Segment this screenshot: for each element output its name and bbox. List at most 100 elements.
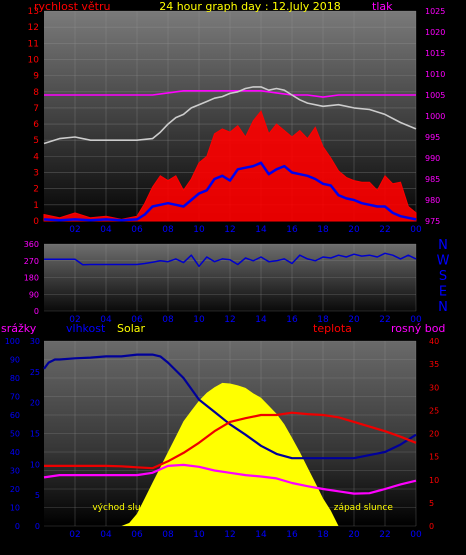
y-tick-label: 35 bbox=[429, 360, 439, 369]
y-tick-label: 990 bbox=[425, 154, 440, 163]
y-tick-label: 1000 bbox=[425, 112, 445, 121]
x-tick-label: 10 bbox=[193, 225, 205, 235]
y-tick-label: 360 bbox=[24, 240, 39, 249]
compass-label: N bbox=[438, 238, 448, 253]
y-tick-label: 0 bbox=[15, 522, 20, 531]
wind-average-series bbox=[43, 161, 417, 222]
x-tick-label: 08 bbox=[162, 315, 174, 325]
humidity-label: vlhkost bbox=[66, 322, 106, 335]
series-middle bbox=[44, 252, 417, 268]
y-tick-label: 0 bbox=[34, 307, 39, 316]
sun-annotations: východ slunce západ slunce bbox=[92, 503, 393, 513]
x-tick-label: 20 bbox=[348, 225, 360, 235]
grid-middle bbox=[44, 243, 417, 312]
y-tick-label: 1015 bbox=[425, 49, 445, 58]
y-tick-label: 20 bbox=[429, 430, 439, 439]
x-tick-label: 06 bbox=[131, 530, 143, 540]
y-tick-label: 20 bbox=[10, 485, 20, 494]
y-tick-label: 5 bbox=[35, 491, 40, 500]
x-tick-label: 16 bbox=[286, 530, 298, 540]
x-tick-label: 14 bbox=[255, 530, 267, 540]
dew-point-label: rosný bod bbox=[391, 322, 445, 335]
panel-temperature-humidity: 0 10 20 30 40 50 60 70 80 90 100 0 5 10 15 20 25 30 0 5 10… bbox=[1, 322, 445, 540]
x-tick-label: 12 bbox=[224, 530, 235, 540]
x-axis-bottom: 02 04 06 08 10 12 14 16 18 20 22 00 bbox=[69, 530, 422, 540]
y-tick-label: 20 bbox=[30, 399, 40, 408]
y-axis-precipitation: 0 10 20 30 40 50 60 70 80 90 100 bbox=[5, 337, 20, 531]
y-tick-label: 10 bbox=[429, 476, 439, 485]
x-tick-label: 22 bbox=[379, 225, 390, 235]
x-tick-label: 12 bbox=[224, 225, 235, 235]
x-tick-label: 00 bbox=[410, 315, 422, 325]
temperature-label: teplota bbox=[313, 322, 352, 335]
y-tick-label: 40 bbox=[10, 448, 20, 457]
y-tick-label: 30 bbox=[429, 383, 439, 392]
x-tick-label: 02 bbox=[69, 530, 80, 540]
series-bottom bbox=[43, 353, 417, 526]
x-tick-label: 14 bbox=[255, 225, 267, 235]
humidity-series bbox=[43, 353, 417, 460]
y-tick-label: 15 bbox=[429, 453, 439, 462]
y-tick-label: 5 bbox=[33, 136, 39, 146]
x-tick-label: 14 bbox=[255, 315, 267, 325]
x-tick-label: 22 bbox=[379, 530, 390, 540]
pressure-series bbox=[44, 90, 416, 98]
wind-speed-label: rychlost větru bbox=[34, 0, 110, 13]
x-tick-label: 18 bbox=[317, 225, 329, 235]
x-tick-label: 06 bbox=[131, 315, 143, 325]
x-tick-label: 02 bbox=[69, 315, 80, 325]
x-tick-label: 22 bbox=[379, 315, 390, 325]
compass-label: N bbox=[438, 300, 448, 315]
y-tick-label: 1020 bbox=[425, 28, 445, 37]
y-tick-label: 9 bbox=[33, 72, 39, 82]
x-tick-label: 08 bbox=[162, 225, 174, 235]
y-tick-label: 10 bbox=[28, 55, 40, 65]
y-tick-label: 100 bbox=[5, 337, 20, 346]
x-tick-label: 18 bbox=[317, 315, 329, 325]
y-tick-label: 50 bbox=[10, 430, 20, 439]
y-tick-label: 985 bbox=[425, 175, 440, 184]
x-tick-label: 10 bbox=[193, 530, 205, 540]
y-tick-label: 8 bbox=[33, 88, 39, 98]
y-tick-label: 4 bbox=[33, 152, 39, 162]
y-tick-label: 70 bbox=[10, 393, 20, 402]
y-axis-right-top: 975 980 985 990 995 1000 1005 1010 1015 1020 1025 bbox=[425, 7, 445, 226]
y-tick-label: 6 bbox=[33, 120, 39, 130]
wind-gust-series bbox=[43, 86, 417, 145]
y-tick-label: 7 bbox=[33, 104, 39, 114]
y-tick-label: 2 bbox=[33, 185, 39, 195]
y-tick-label: 90 bbox=[29, 290, 39, 299]
x-tick-label: 00 bbox=[410, 225, 422, 235]
y-tick-label: 975 bbox=[425, 217, 440, 226]
y-tick-label: 1025 bbox=[425, 7, 445, 16]
y-tick-label: 980 bbox=[425, 196, 440, 205]
series-top bbox=[43, 86, 417, 222]
x-tick-label: 12 bbox=[224, 315, 235, 325]
y-tick-label: 15 bbox=[30, 430, 40, 439]
y-axis-humidity: 0 5 10 15 20 25 30 bbox=[30, 337, 40, 531]
y-tick-label: 13 bbox=[28, 7, 39, 17]
y-tick-label: 11 bbox=[28, 39, 39, 49]
x-tick-label: 04 bbox=[100, 225, 112, 235]
y-tick-label: 25 bbox=[30, 368, 40, 377]
compass-label: E bbox=[439, 285, 447, 300]
x-tick-label: 16 bbox=[286, 315, 298, 325]
y-tick-label: 0 bbox=[429, 522, 434, 531]
wind-direction-series bbox=[44, 252, 417, 268]
y-tick-label: 10 bbox=[10, 504, 20, 513]
x-tick-label: 02 bbox=[69, 225, 80, 235]
y-tick-label: 90 bbox=[10, 356, 20, 365]
x-tick-label: 20 bbox=[348, 530, 360, 540]
solar-series bbox=[121, 382, 339, 526]
dew-point-series bbox=[43, 463, 417, 495]
y-tick-label: 1 bbox=[33, 201, 39, 211]
x-tick-label: 04 bbox=[100, 530, 112, 540]
x-tick-label: 18 bbox=[317, 530, 329, 540]
x-tick-label: 04 bbox=[100, 315, 112, 325]
y-tick-label: 0 bbox=[33, 217, 39, 227]
y-axis-left-middle: 0 90 180 270 360 bbox=[24, 240, 39, 316]
y-tick-label: 270 bbox=[24, 257, 39, 266]
